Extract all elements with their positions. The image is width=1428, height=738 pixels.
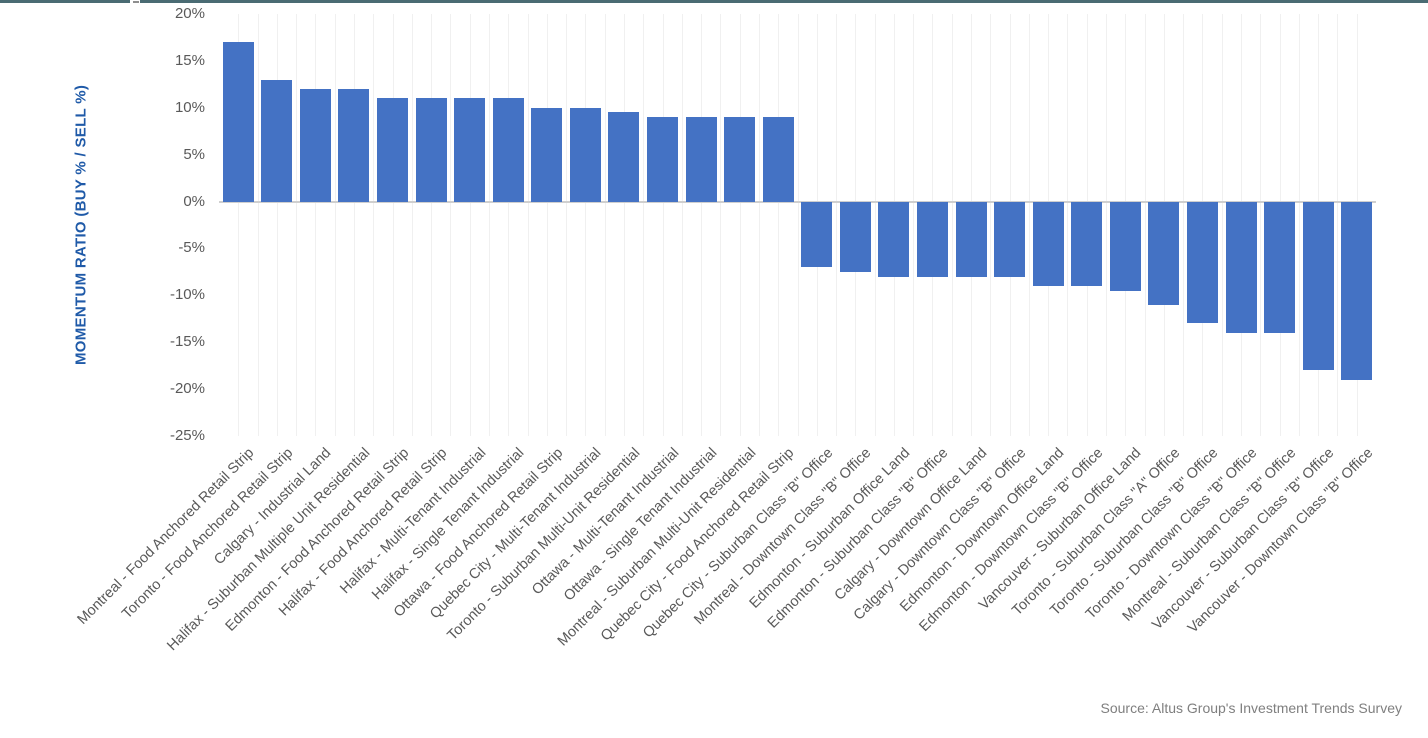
gridline: [758, 14, 760, 436]
bar: [1148, 201, 1180, 305]
bar: [299, 89, 331, 202]
gridline: [585, 14, 587, 436]
gridline: [411, 14, 413, 436]
gridline: [623, 14, 625, 436]
bar: [1071, 201, 1103, 286]
gridline: [1260, 14, 1262, 436]
bar: [647, 117, 679, 202]
gridline: [643, 14, 645, 436]
bar: [377, 98, 409, 202]
top-border-line: [0, 0, 1428, 3]
y-tick-label: 0%: [183, 192, 205, 210]
gridline: [392, 14, 394, 436]
gridline: [913, 14, 915, 436]
y-tick-label: -10%: [169, 286, 205, 304]
y-tick-label: -20%: [169, 380, 205, 398]
y-tick-label: 5%: [183, 145, 205, 163]
bar: [1341, 201, 1373, 380]
bar: [878, 201, 910, 277]
bar: [261, 79, 293, 202]
plot-area: [219, 14, 1376, 436]
gridline: [1106, 14, 1108, 436]
bar: [1186, 201, 1218, 324]
gridline: [1028, 14, 1030, 436]
y-tick-label: -15%: [169, 333, 205, 351]
gridline: [373, 14, 375, 436]
gridline: [1337, 14, 1339, 436]
bar: [724, 117, 756, 202]
gridline: [334, 14, 336, 436]
gridline: [566, 14, 568, 436]
y-tick-label: 10%: [174, 98, 205, 116]
bar: [916, 201, 948, 277]
gridline: [276, 14, 278, 436]
top-border-notch-mark: [133, 1, 139, 3]
bar: [1225, 201, 1257, 333]
bar: [608, 112, 640, 202]
bar: [685, 117, 717, 202]
gridline: [431, 14, 433, 436]
gridline: [238, 14, 240, 436]
gridline: [681, 14, 683, 436]
gridline: [353, 14, 355, 436]
gridline: [662, 14, 664, 436]
gridline: [836, 14, 838, 436]
y-axis-title: MOMENTUM RATIO (BUY % / SELL %): [72, 84, 90, 366]
gridline: [778, 14, 780, 436]
zero-axis-line: [219, 200, 1376, 203]
gridline: [527, 14, 529, 436]
bar: [492, 98, 524, 202]
gridline: [1067, 14, 1069, 436]
gridline: [257, 14, 259, 436]
bar: [569, 107, 601, 202]
gridline: [1221, 14, 1223, 436]
bar: [222, 42, 254, 202]
bar: [1264, 201, 1296, 333]
gridline: [797, 14, 799, 436]
bar: [994, 201, 1026, 277]
bar: [955, 201, 987, 277]
gridline: [990, 14, 992, 436]
gridline: [604, 14, 606, 436]
gridline: [1144, 14, 1146, 436]
source-note: Source: Altus Group's Investment Trends …: [1100, 700, 1402, 716]
gridline: [720, 14, 722, 436]
gridline: [1183, 14, 1185, 436]
gridline: [1298, 14, 1300, 436]
x-category-label: Toronto - Food Anchored Retail Strip: [119, 445, 297, 623]
gridline: [701, 14, 703, 436]
gridline: [951, 14, 953, 436]
y-tick-label: -5%: [178, 239, 205, 257]
y-tick-label: 20%: [174, 5, 205, 22]
gridline: [508, 14, 510, 436]
gridline: [469, 14, 471, 436]
gridline: [739, 14, 741, 436]
gridline: [546, 14, 548, 436]
gridline: [315, 14, 317, 436]
gridline: [874, 14, 876, 436]
bar: [1302, 201, 1334, 371]
gridline: [296, 14, 298, 436]
bar: [338, 89, 370, 202]
bar: [801, 201, 833, 268]
bar: [531, 107, 563, 202]
bar: [1109, 201, 1141, 291]
y-tick-label: -25%: [169, 427, 205, 444]
gridline: [450, 14, 452, 436]
bar: [1032, 201, 1064, 286]
bar: [762, 117, 794, 202]
bar: [839, 201, 871, 272]
gridline: [488, 14, 490, 436]
bar: [415, 98, 447, 202]
y-tick-label: 15%: [174, 51, 205, 69]
bar: [454, 98, 486, 202]
